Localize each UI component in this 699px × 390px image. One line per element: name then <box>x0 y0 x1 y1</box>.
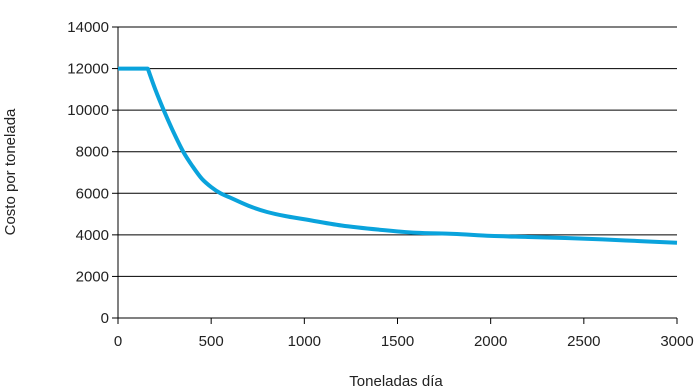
x-tick-label: 3000 <box>660 333 693 350</box>
x-tick-label: 1500 <box>381 333 414 350</box>
grid-lines <box>118 26 677 277</box>
x-tick-label: 0 <box>114 333 122 350</box>
x-tick-label: 500 <box>199 333 224 350</box>
y-tick-label: 4000 <box>76 227 109 244</box>
y-tick-label: 10000 <box>67 102 109 119</box>
y-tick-label: 0 <box>101 310 109 327</box>
y-tick-label: 12000 <box>67 61 109 78</box>
y-axis-label: Costo por tonelada <box>2 108 19 235</box>
y-tick-labels: 0 2000 4000 6000 8000 10000 12000 14000 <box>67 19 109 327</box>
x-tick-label: 1000 <box>288 333 321 350</box>
series-line-0 <box>118 66 678 245</box>
axes <box>112 26 678 324</box>
y-tick-label: 8000 <box>76 144 109 161</box>
x-tick-label: 2000 <box>474 333 507 350</box>
y-tick-label: 14000 <box>67 19 109 36</box>
series-group <box>118 66 678 245</box>
x-tick-label: 2500 <box>567 333 600 350</box>
x-tick-labels: 0 500 1000 1500 2000 2500 3000 <box>114 333 694 350</box>
y-tick-label: 2000 <box>76 268 109 285</box>
y-tick-label: 6000 <box>76 185 109 202</box>
x-axis-label: Toneladas día <box>349 373 443 390</box>
